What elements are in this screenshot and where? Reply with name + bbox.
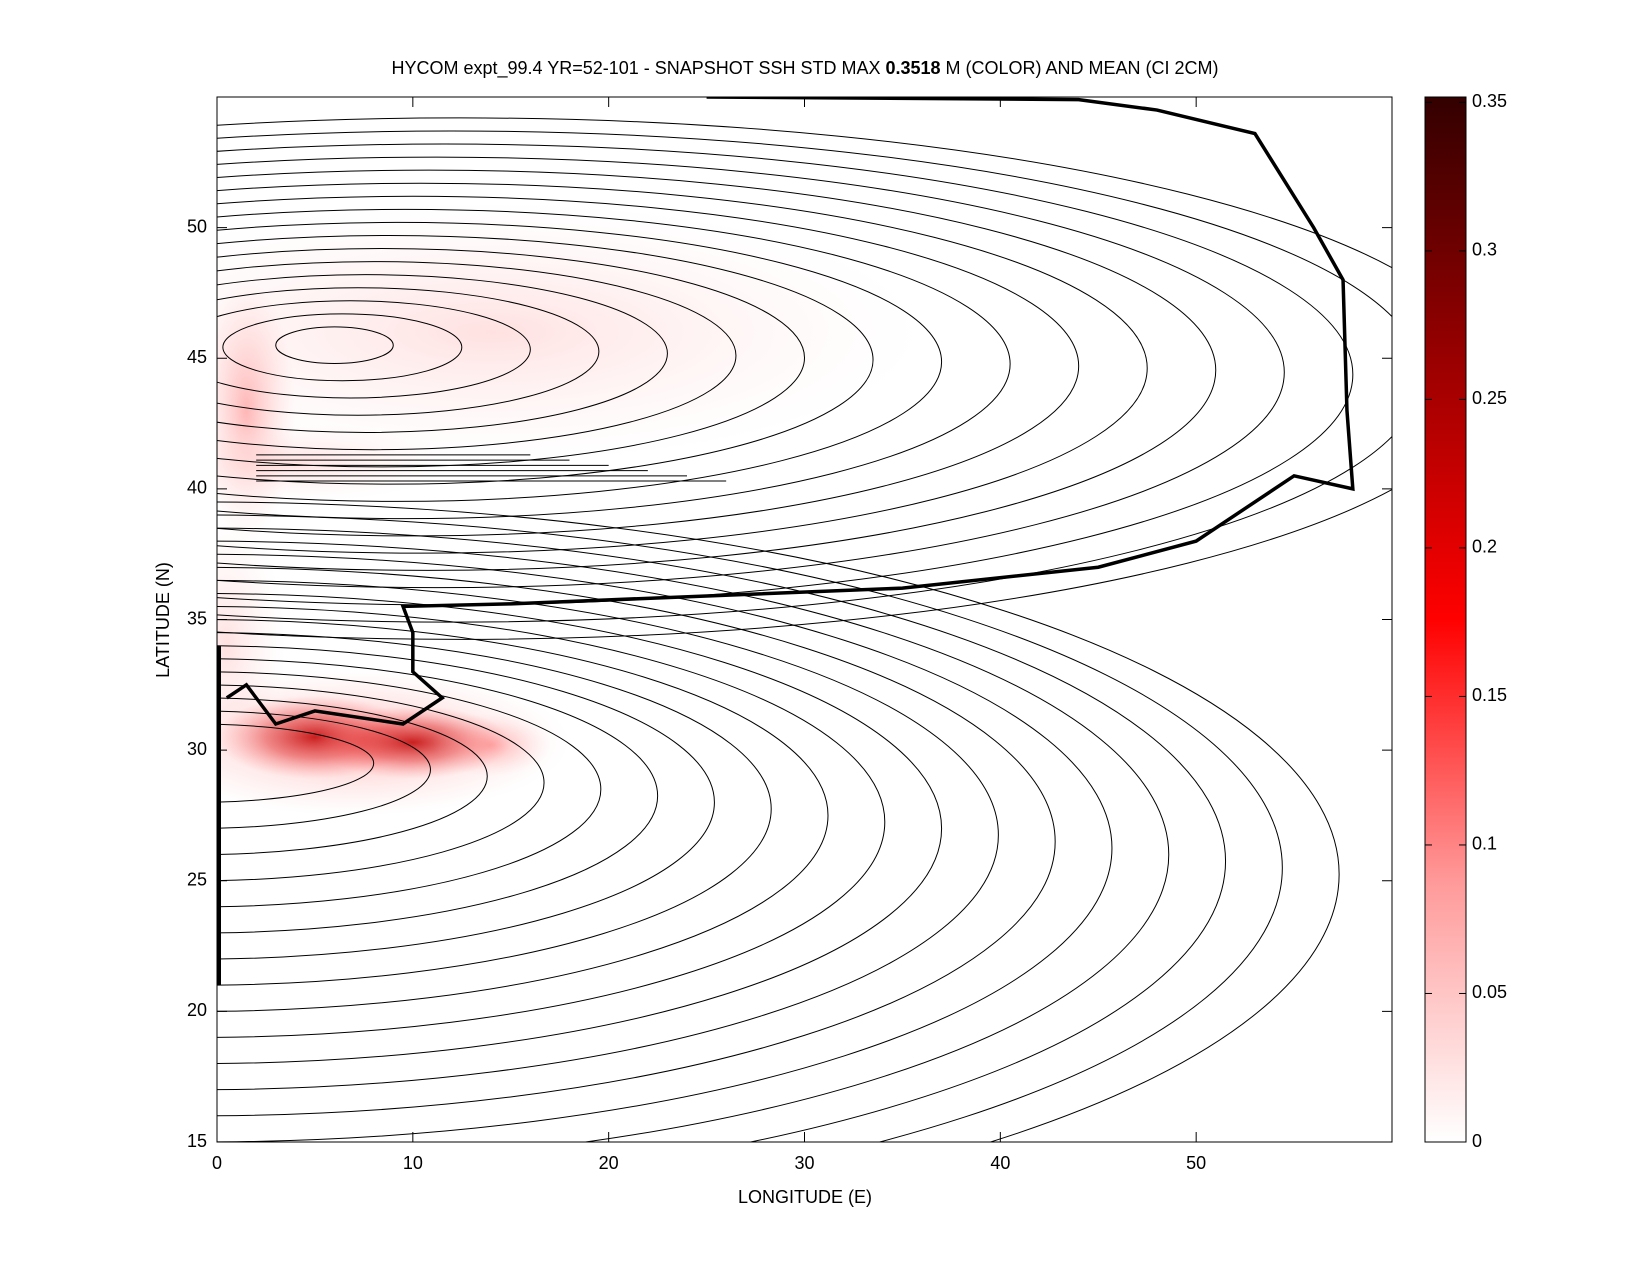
contour: [217, 221, 942, 502]
colorbar-tick-label: 0.3: [1472, 240, 1497, 260]
contour: [217, 619, 829, 1012]
x-tick-label: 0: [212, 1153, 222, 1173]
x-tick-label: 20: [599, 1153, 619, 1173]
y-tick-label: 35: [187, 608, 207, 628]
x-tick-label: 50: [1186, 1153, 1206, 1173]
y-tick-label: 25: [187, 870, 207, 890]
contour: [217, 606, 886, 1038]
contour: [217, 501, 1340, 1142]
y-tick-label: 45: [187, 347, 207, 367]
x-tick-label: 30: [794, 1153, 814, 1173]
plot-area: [217, 97, 1392, 1142]
contour: [217, 287, 600, 416]
x-tick-label: 10: [403, 1153, 423, 1173]
x-tick-label: 40: [990, 1153, 1010, 1173]
contour: [217, 579, 999, 1091]
contour: [217, 684, 545, 882]
contour: [217, 182, 1148, 554]
contour: [217, 658, 658, 934]
contour: [217, 645, 715, 960]
colorbar-tick-label: 0: [1472, 1131, 1482, 1151]
contour: [217, 540, 1169, 1142]
colorbar-tick-label: 0.25: [1472, 388, 1507, 408]
y-tick-label: 30: [187, 739, 207, 759]
contour: [217, 300, 531, 399]
y-axis-label: LATITUDE (N): [153, 562, 173, 678]
title-part: M (COLOR) AND MEAN (CI 2CM): [941, 58, 1219, 78]
contour: [217, 274, 668, 433]
coast: [217, 645, 221, 986]
x-axis-label: LONGITUDE (E): [738, 1187, 872, 1207]
contour: [217, 553, 1113, 1142]
colorbar-tick-label: 0.2: [1472, 537, 1497, 557]
contour: [217, 261, 737, 451]
y-tick-label: 50: [187, 216, 207, 236]
contour: [275, 326, 394, 364]
contour: [217, 514, 1283, 1142]
title-max: 0.3518: [885, 58, 940, 78]
chart-title: HYCOM expt_99.4 YR=52-101 - SNAPSHOT SSH…: [391, 58, 1218, 79]
contour: [217, 117, 1392, 640]
contour: [217, 632, 772, 986]
title-part: HYCOM expt_99.4 YR=52-101 - SNAPSHOT SSH…: [391, 58, 885, 79]
y-tick-label: 15: [187, 1131, 207, 1151]
contour: [217, 248, 805, 468]
colorbar: [1424, 96, 1467, 1143]
colorbar-tick-label: 0.15: [1472, 685, 1507, 705]
contour: [217, 592, 942, 1065]
contour: [217, 710, 431, 829]
shading: [217, 423, 452, 502]
contour: [217, 723, 375, 803]
contour: [217, 527, 1226, 1142]
contour: [217, 169, 1217, 571]
contour: [217, 697, 488, 855]
contour: [222, 313, 463, 382]
shading: [217, 201, 922, 463]
y-tick-label: 40: [187, 478, 207, 498]
colorbar-tick-label: 0.35: [1472, 91, 1507, 111]
colorbar-tick-label: 0.05: [1472, 982, 1507, 1002]
contour: [217, 671, 602, 908]
contour: [217, 156, 1285, 589]
colorbar-tick-label: 0.1: [1472, 834, 1497, 854]
shading: [432, 713, 550, 777]
zero-contour: [225, 97, 1355, 727]
contour: [217, 208, 1011, 520]
y-tick-label: 20: [187, 1000, 207, 1020]
contour: [217, 234, 874, 485]
contour: [217, 566, 1056, 1117]
